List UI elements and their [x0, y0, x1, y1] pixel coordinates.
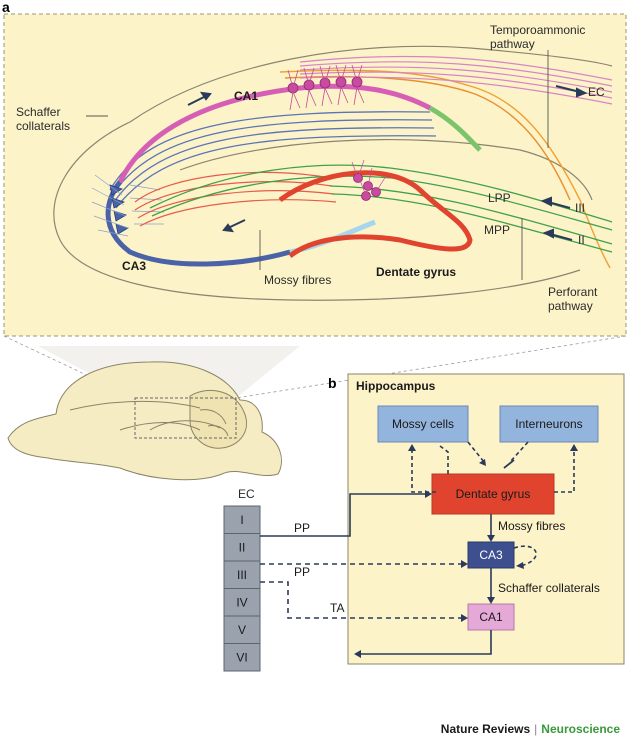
mpp-label: MPP — [484, 223, 510, 237]
temporoammonic-label-2: pathway — [490, 37, 535, 51]
layer-iii-label: III — [575, 201, 585, 215]
ca3-box-label: CA3 — [479, 548, 503, 562]
lpp-label: LPP — [488, 191, 511, 205]
hippocampus-outline-top — [129, 45, 613, 123]
pp-label-1: PP — [294, 521, 310, 535]
ec-layer-label: I — [240, 513, 243, 527]
ec-column-label: EC — [238, 487, 255, 501]
perforant-label-1: Perforant — [548, 285, 598, 299]
credit-separator: | — [534, 722, 538, 736]
interneurons-label: Interneurons — [515, 417, 582, 431]
dentate-gyrus-box-label: Dentate gyrus — [456, 487, 531, 501]
mossy-cells-label: Mossy cells — [392, 417, 454, 431]
ec-connections — [260, 493, 462, 619]
ec-arrowheads — [425, 490, 468, 622]
hippocampus-label: Hippocampus — [356, 379, 436, 393]
ec-layer-box — [223, 615, 261, 644]
ca1-dendrites — [287, 64, 365, 111]
ec-layer-label: V — [238, 623, 246, 637]
temporoammonic-label-1: Temporoammonic — [490, 23, 585, 37]
ec-layer-box — [223, 560, 261, 589]
ec-layer-label: II — [239, 540, 246, 554]
ec-layer-label: III — [237, 568, 247, 582]
hippocampus-arrowheads — [354, 444, 578, 658]
panel-a-letter: a — [2, 0, 10, 15]
ca1-box — [467, 603, 515, 631]
panel-a-arrows — [187, 85, 588, 241]
ec-layer-label: VI — [236, 650, 247, 664]
ca1-box-label: CA1 — [479, 610, 503, 624]
hippocampus-outline-bottom — [53, 121, 581, 301]
leader-lines — [86, 50, 549, 280]
ta-label: TA — [330, 601, 344, 615]
layer-ii-label: II — [578, 233, 585, 247]
journal-name: Nature Reviews — [440, 722, 531, 736]
dentate-gyrus-box — [431, 473, 555, 515]
panel-a: a — [2, 0, 627, 337]
ca3-layer — [105, 180, 291, 267]
mossy-cells-box — [377, 405, 469, 443]
schaffer-label-1: Schaffer — [16, 105, 60, 119]
perforant-label-2: pathway — [548, 299, 593, 313]
dentate-gyrus-label: Dentate gyrus — [376, 265, 456, 279]
ca3-label: CA3 — [122, 259, 146, 273]
inhibition-bar — [503, 459, 515, 469]
mossy-fibres-label: Mossy fibres — [264, 273, 331, 287]
interneurons-box — [499, 405, 599, 443]
ec-layer-box — [223, 643, 261, 672]
brain-illustration — [7, 361, 282, 481]
ec-layer-label: IV — [236, 595, 247, 609]
schaffer-label-2: collaterals — [16, 119, 70, 133]
ec-layer-box — [223, 588, 261, 617]
journal-credit: Nature Reviews | Neuroscience — [441, 722, 620, 736]
dentate-outline — [179, 139, 593, 201]
dentate-granule-layer — [278, 170, 473, 259]
ca1-label: CA1 — [234, 89, 258, 103]
ca3-dendrites — [91, 174, 165, 237]
journal-section: Neuroscience — [541, 722, 620, 736]
ec-layer-box — [223, 505, 261, 534]
dg-dendrites — [351, 159, 387, 197]
subiculum-layer — [428, 105, 482, 152]
pp-label-2: PP — [294, 565, 310, 579]
ec-label: EC — [588, 85, 605, 99]
schaffer-collaterals-edge-label: Schaffer collaterals — [498, 581, 600, 595]
panel-b-letter: b — [328, 375, 337, 391]
mossy-fibres-edge-label: Mossy fibres — [498, 519, 565, 533]
panel-b: b Hippocampus Mossy cells Interneurons D… — [223, 373, 625, 672]
